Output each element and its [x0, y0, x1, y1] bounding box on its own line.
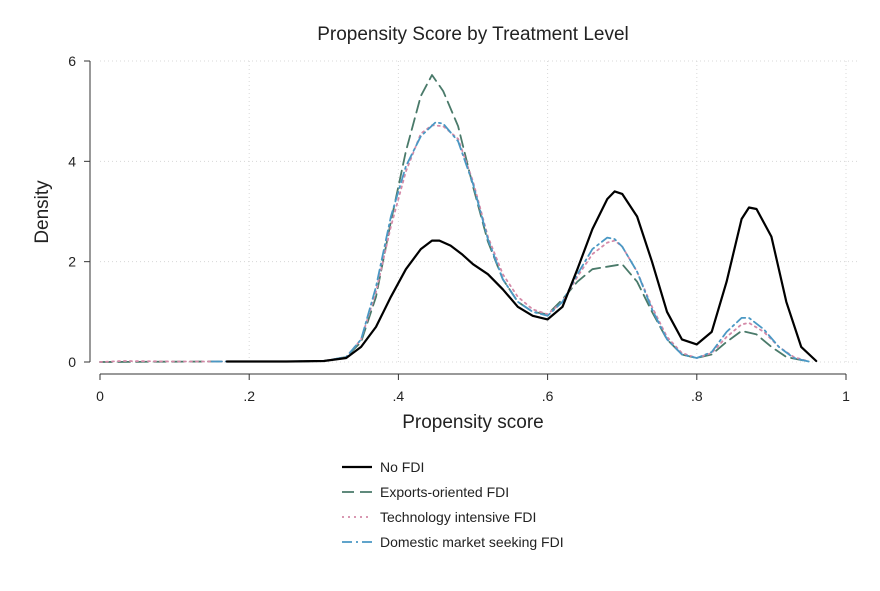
legend: No FDI Exports-oriented FDI Technology int…: [342, 459, 564, 550]
y-ticks: 0 2 4 6: [68, 53, 90, 370]
series-line-no-fdi: [225, 190, 818, 363]
series-line-technology-intensive-fdi: [99, 124, 810, 363]
x-ticks: 0 .2 .4 .6 .8 1: [96, 374, 850, 404]
x-axis-label: Propensity score: [402, 412, 544, 433]
x-tick-label: 1: [842, 388, 850, 404]
legend-label: No FDI: [380, 459, 424, 475]
y-tick-label: 4: [68, 153, 76, 169]
chart-title: Propensity Score by Treatment Level: [317, 24, 629, 45]
x-tick-label: .2: [243, 388, 255, 404]
series-lines: [99, 74, 818, 363]
axes: [89, 61, 846, 375]
series-line-domestic-market-seeking-fdi: [211, 121, 810, 363]
series-line-exports-oriented-fdi: [99, 74, 810, 363]
y-tick-label: 6: [68, 53, 76, 69]
y-axis-label: Density: [32, 180, 53, 244]
x-tick-label: .8: [691, 388, 703, 404]
x-tick-label: 0: [96, 388, 104, 404]
y-tick-label: 2: [68, 254, 76, 270]
legend-label: Domestic market seeking FDI: [380, 534, 564, 550]
legend-label: Exports-oriented FDI: [380, 484, 509, 500]
x-tick-label: .6: [542, 388, 554, 404]
legend-label: Technology intensive FDI: [380, 509, 536, 525]
x-tick-label: .4: [393, 388, 405, 404]
y-tick-label: 0: [68, 354, 76, 370]
